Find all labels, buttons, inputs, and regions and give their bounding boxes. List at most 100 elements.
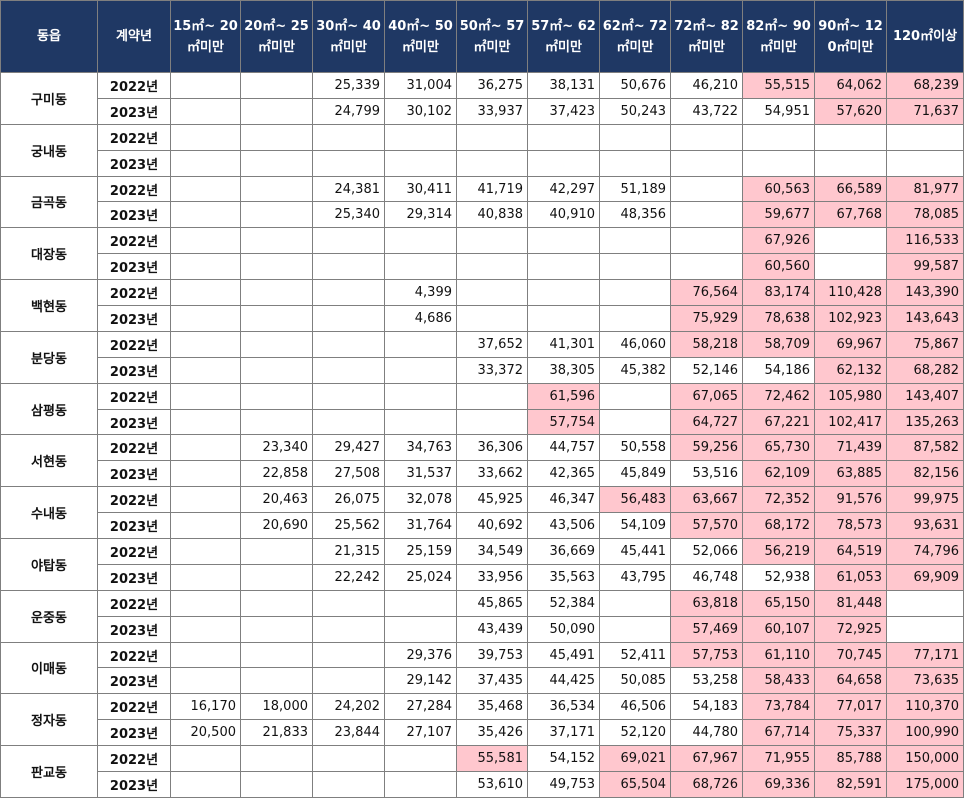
- column-header: 50㎡~ 57㎡미만: [456, 0, 528, 73]
- table-row: 정자동 2022년 16,170 18,000 24,202 27,284 35,468 36…: [0, 693, 964, 747]
- price-cell: [456, 123, 528, 151]
- price-cell: 25,562: [312, 512, 385, 540]
- price-cell: 75,929: [670, 305, 743, 332]
- price-cell: [170, 175, 241, 203]
- price-cell: 50,085: [599, 667, 671, 695]
- table-row: 백현동 2022년 4,399 76,564 83,174 110,428 143,390: [0, 279, 964, 332]
- price-cell: 64,658: [814, 667, 887, 695]
- price-cell: 77,017: [814, 693, 887, 721]
- price-cell: [170, 512, 241, 540]
- price-cell: [384, 330, 457, 358]
- price-cell: [527, 279, 600, 307]
- price-cell: [886, 589, 964, 617]
- price-cell: 46,506: [599, 693, 671, 721]
- price-cell: 70,745: [814, 641, 887, 669]
- table-row: 대장동 2022년 67,926 116,533: [0, 227, 964, 281]
- price-cell: 78,085: [886, 201, 964, 229]
- price-cell: [170, 615, 241, 643]
- price-cell: 27,508: [312, 460, 385, 488]
- dong-name-cell: 분당동: [0, 330, 98, 384]
- price-cell: 45,925: [456, 486, 528, 514]
- price-cell: 45,849: [599, 460, 671, 488]
- price-cell: 59,256: [670, 434, 743, 462]
- price-cell: [599, 149, 671, 177]
- price-cell: [814, 253, 887, 281]
- price-cell: 52,384: [527, 589, 600, 617]
- price-cell: [170, 667, 241, 695]
- table-row: 2023년: [1, 149, 964, 177]
- year-cell: 2022년: [97, 279, 171, 307]
- price-cell: [170, 305, 241, 332]
- price-cell: [456, 408, 528, 436]
- price-cell: 40,910: [527, 201, 600, 229]
- price-cell: 16,170: [170, 693, 241, 721]
- table-row: 2023년 24,799 30,102 33,937 37,423 50,243 43,72…: [1, 97, 964, 125]
- year-cell: 2023년: [97, 563, 171, 591]
- price-cell: [527, 149, 600, 177]
- price-cell: 78,638: [742, 305, 815, 332]
- price-cell: 33,372: [456, 356, 528, 384]
- price-cell: 60,563: [742, 175, 815, 203]
- price-cell: [170, 641, 241, 669]
- price-cell: 44,757: [527, 434, 600, 462]
- price-cell: 52,938: [742, 563, 815, 591]
- price-cell: 71,955: [742, 745, 815, 773]
- price-cell: [240, 589, 313, 617]
- table-row: 분당동 2022년 37,652 41,301 46,060 58,218 58,709 69…: [0, 330, 964, 384]
- price-cell: 29,314: [384, 201, 457, 229]
- dong-name-cell: 운중동: [0, 589, 98, 643]
- column-header: 120㎡이상: [886, 0, 964, 73]
- price-cell: [312, 408, 385, 436]
- price-cell: 81,448: [814, 589, 887, 617]
- price-cell: 61,596: [527, 382, 600, 410]
- price-cell: 54,152: [527, 745, 600, 773]
- price-cell: 76,564: [670, 279, 743, 307]
- column-header: 20㎡~ 25㎡미만: [240, 0, 313, 73]
- column-header: 82㎡~ 90㎡미만: [742, 0, 815, 73]
- price-cell: 143,390: [886, 279, 964, 307]
- price-cell: 44,780: [670, 719, 743, 747]
- table-row: 삼평동 2022년 61,596 67,065 72,462 105,980 143,407: [0, 382, 964, 436]
- price-cell: 53,516: [670, 460, 743, 488]
- price-cell: [599, 227, 671, 255]
- price-cell: 52,066: [670, 538, 743, 565]
- price-cell: [240, 538, 313, 565]
- price-cell: 110,370: [886, 693, 964, 721]
- price-cell: [170, 330, 241, 358]
- price-cell: [240, 201, 313, 229]
- price-cell: 37,435: [456, 667, 528, 695]
- price-cell: 45,865: [456, 589, 528, 617]
- price-cell: 46,060: [599, 330, 671, 358]
- price-cell: [312, 149, 385, 177]
- column-header: 30㎡~ 40㎡미만: [312, 0, 385, 73]
- price-cell: [742, 123, 815, 151]
- price-cell: 34,549: [456, 538, 528, 565]
- year-cell: 2022년: [97, 72, 171, 99]
- price-cell: 25,024: [384, 563, 457, 591]
- price-cell: 43,795: [599, 563, 671, 591]
- price-cell: 54,183: [670, 693, 743, 721]
- column-header: 57㎡~ 62㎡미만: [527, 0, 600, 73]
- price-cell: [170, 253, 241, 281]
- price-cell: 75,337: [814, 719, 887, 747]
- price-cell: 87,582: [886, 434, 964, 462]
- price-cell: 57,753: [670, 641, 743, 669]
- price-cell: [240, 227, 313, 255]
- price-cell: 24,202: [312, 693, 385, 721]
- price-cell: [240, 175, 313, 203]
- price-cell: 69,967: [814, 330, 887, 358]
- price-cell: [240, 408, 313, 436]
- price-cell: 77,171: [886, 641, 964, 669]
- price-cell: [814, 227, 887, 255]
- price-cell: 45,491: [527, 641, 600, 669]
- price-cell: [384, 227, 457, 255]
- dong-name-cell: 야탑동: [0, 538, 98, 591]
- price-cell: [384, 771, 457, 798]
- price-cell: 29,142: [384, 667, 457, 695]
- table-row: 2023년 29,142 37,435 44,425 50,085 53,258 58,43…: [1, 667, 964, 695]
- price-cell: 33,937: [456, 97, 528, 125]
- price-cell: [384, 356, 457, 384]
- price-cell: [527, 227, 600, 255]
- price-cell: [312, 382, 385, 410]
